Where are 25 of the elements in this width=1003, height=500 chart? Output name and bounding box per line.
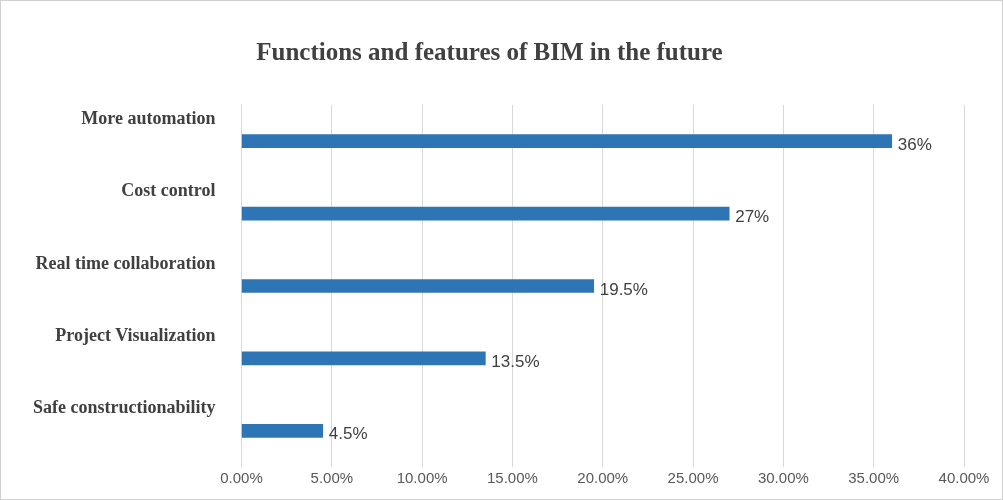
- x-tick-label: 5.00%: [310, 469, 354, 487]
- bar: [241, 279, 595, 293]
- bar: [241, 206, 730, 221]
- y-tick-label: More automation: [81, 107, 216, 128]
- x-tick-label: 25.00%: [667, 469, 719, 487]
- x-tick-label: 20.00%: [577, 469, 629, 487]
- data-label: 27%: [735, 207, 770, 227]
- data-label: 36%: [897, 134, 932, 154]
- y-tick-label: Safe constructionability: [33, 397, 216, 418]
- x-tick-label: 30.00%: [757, 469, 809, 487]
- x-tick-label: 40.00%: [938, 469, 990, 487]
- data-label: 19.5%: [599, 279, 648, 299]
- bar: [241, 351, 486, 366]
- y-tick-label: Project Visualization: [55, 325, 216, 346]
- y-tick-label: Real time collaboration: [35, 252, 216, 273]
- x-tick-label: 15.00%: [487, 469, 538, 487]
- bar: [241, 423, 324, 438]
- chart-title: Functions and features of BIM in the future: [256, 38, 723, 66]
- data-label: 13.5%: [491, 352, 540, 372]
- x-tick-label: 0.00%: [220, 469, 263, 487]
- bar: [241, 134, 893, 149]
- data-label: 4.5%: [328, 424, 368, 444]
- y-tick-label: Cost control: [121, 180, 216, 201]
- x-tick-label: 35.00%: [848, 469, 900, 487]
- x-tick-label: 10.00%: [396, 469, 448, 487]
